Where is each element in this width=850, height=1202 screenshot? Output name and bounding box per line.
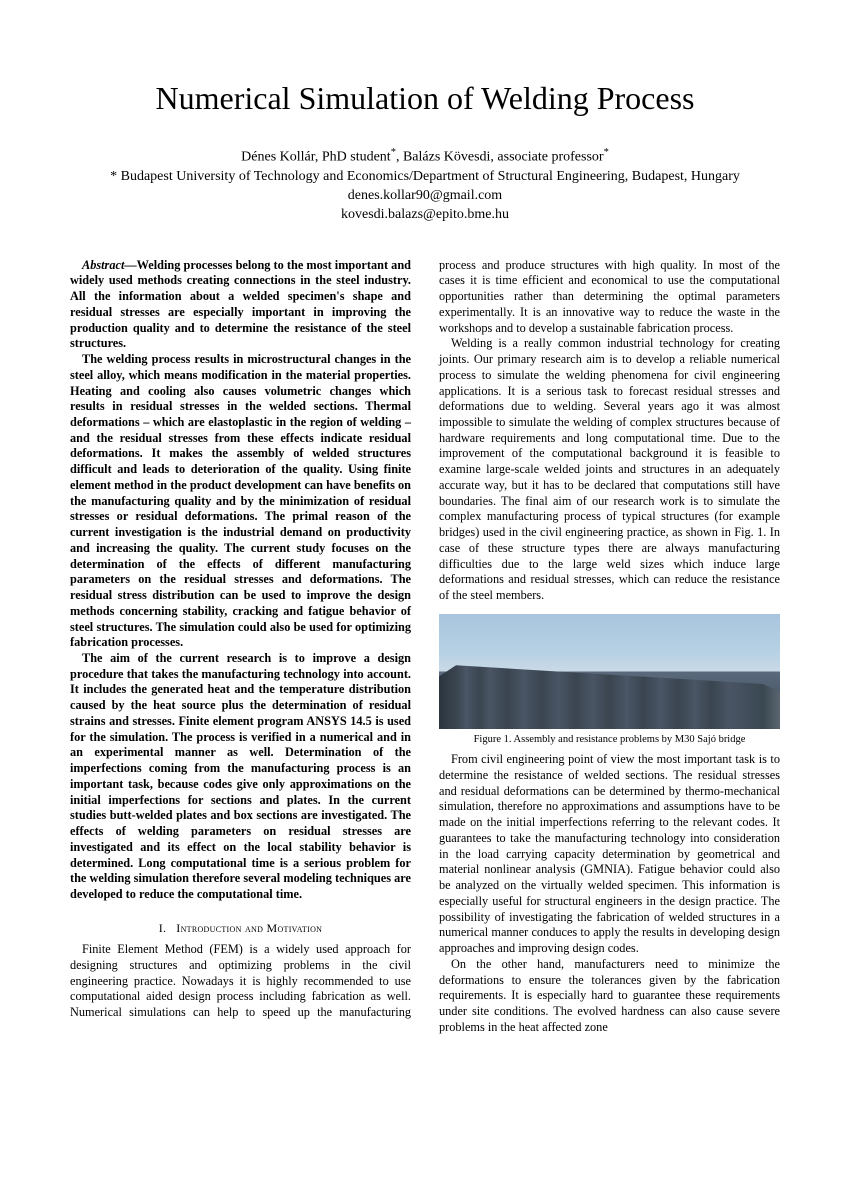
figure-1: Figure 1. Assembly and resistance proble… [439,614,780,746]
section-number: I. [159,921,167,935]
abstract-para-2: The welding process results in microstru… [70,352,411,651]
abstract-para-1: Abstract—Welding processes belong to the… [70,258,411,352]
paper-page: Numerical Simulation of Welding Process … [0,0,850,1095]
email-2: kovesdi.balazs@epito.bme.hu [70,207,780,223]
body-para-3: From civil engineering point of view the… [439,752,780,957]
abstract-label: Abstract— [82,258,137,272]
two-column-body: Abstract—Welding processes belong to the… [70,258,780,1036]
affiliation-line: * Budapest University of Technology and … [70,169,780,185]
bridge-photo-placeholder [439,654,780,729]
figure-1-image [439,614,780,729]
body-para-2: Welding is a really common industrial te… [439,336,780,603]
body-para-4: On the other hand, manufacturers need to… [439,957,780,1036]
abstract-para-3: The aim of the current research is to im… [70,651,411,903]
authors-line: Dénes Kollár, PhD student*, Balázs Köves… [70,147,780,166]
section-1-heading: I. Introduction and Motivation [70,921,411,936]
email-1: denes.kollar90@gmail.com [70,188,780,204]
section-title: Introduction and Motivation [176,921,322,935]
figure-1-caption: Figure 1. Assembly and resistance proble… [439,733,780,746]
paper-title: Numerical Simulation of Welding Process [70,80,780,117]
